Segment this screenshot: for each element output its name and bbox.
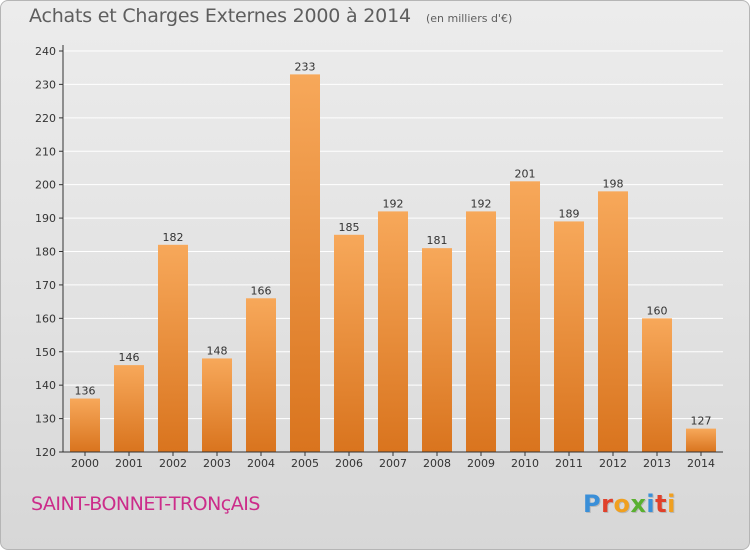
y-tick-label: 230 xyxy=(35,78,56,91)
y-tick-label: 200 xyxy=(35,179,56,192)
value-label: 185 xyxy=(339,221,360,234)
chart-subtitle: (en milliers d'€) xyxy=(425,12,513,25)
axes xyxy=(62,45,723,453)
x-tick-label: 2007 xyxy=(379,457,407,470)
value-label: 192 xyxy=(383,197,404,210)
value-label: 166 xyxy=(251,284,272,297)
y-tick-label: 150 xyxy=(35,346,56,359)
logo-letter: o xyxy=(613,490,631,518)
chart-title: Achats et Charges Externes 2000 à 2014 xyxy=(29,5,411,27)
logo-letter: i xyxy=(667,490,676,518)
x-tick-label: 2000 xyxy=(71,457,99,470)
logo-letter: t xyxy=(655,490,668,518)
x-tick-label: 2002 xyxy=(159,457,187,470)
value-label: 198 xyxy=(603,177,624,190)
x-tick-label: 2003 xyxy=(203,457,231,470)
x-tick-label: 2008 xyxy=(423,457,451,470)
y-tick-label: 240 xyxy=(35,45,56,58)
x-tick-label: 2001 xyxy=(115,457,143,470)
logo-letter: P xyxy=(583,490,602,518)
title-row: Achats et Charges Externes 2000 à 2014 (… xyxy=(29,5,512,27)
x-tick-label: 2005 xyxy=(291,457,319,470)
x-tick-label: 2004 xyxy=(247,457,275,470)
bar xyxy=(334,234,364,452)
bar xyxy=(642,318,672,452)
x-tick-label: 2006 xyxy=(335,457,363,470)
commune-name: SAINT-BONNET-TRONçAIS xyxy=(31,493,260,515)
value-label: 189 xyxy=(559,207,580,220)
y-tick-label: 210 xyxy=(35,145,56,158)
value-label: 192 xyxy=(471,197,492,210)
x-tick-label: 2013 xyxy=(643,457,671,470)
x-tick-label: 2010 xyxy=(511,457,539,470)
logo-letter: r xyxy=(601,490,614,518)
bars xyxy=(70,74,716,453)
x-tick-label: 2011 xyxy=(555,457,583,470)
value-label: 127 xyxy=(691,415,712,428)
value-label: 201 xyxy=(515,167,536,180)
value-label: 233 xyxy=(295,60,316,73)
bar xyxy=(70,398,100,452)
bar xyxy=(554,221,584,452)
value-label: 181 xyxy=(427,234,448,247)
value-label: 146 xyxy=(119,351,140,364)
bar xyxy=(290,74,320,453)
y-tick-label: 190 xyxy=(35,212,56,225)
x-axis-ticks: 2000 2001 2002 2003 2004 2005 2006 2007 2008 2009… xyxy=(71,452,715,470)
x-tick-label: 2009 xyxy=(467,457,495,470)
bar xyxy=(158,244,188,452)
y-tick-label: 160 xyxy=(35,312,56,325)
value-label: 182 xyxy=(163,231,184,244)
bar xyxy=(598,191,628,452)
y-tick-label: 180 xyxy=(35,246,56,259)
value-label: 136 xyxy=(75,385,96,398)
value-label: 148 xyxy=(207,344,228,357)
bar xyxy=(114,365,144,452)
bar xyxy=(686,428,716,452)
bar xyxy=(422,248,452,452)
y-tick-label: 130 xyxy=(35,413,56,426)
logo-letter: i xyxy=(646,490,656,518)
bar xyxy=(378,211,408,452)
y-tick-label: 170 xyxy=(35,279,56,292)
x-tick-label: 2012 xyxy=(599,457,627,470)
bar xyxy=(246,298,276,452)
value-labels: 136 146 182 148 166 233 185 192 181 192 201 189 198 1… xyxy=(75,60,712,427)
bar xyxy=(510,181,540,452)
logo-letter: x xyxy=(630,490,647,518)
proxiti-logo[interactable]: Proxiti xyxy=(583,490,676,518)
value-label: 160 xyxy=(647,304,668,317)
y-tick-label: 120 xyxy=(35,446,56,459)
bar xyxy=(202,358,232,452)
x-tick-label: 2014 xyxy=(687,457,715,470)
bar xyxy=(466,211,496,452)
y-tick-label: 140 xyxy=(35,379,56,392)
y-tick-label: 220 xyxy=(35,112,56,125)
y-axis-ticks: 120 130 140 150 160 170 180 190 200 210 220 230 240 xyxy=(35,45,63,459)
